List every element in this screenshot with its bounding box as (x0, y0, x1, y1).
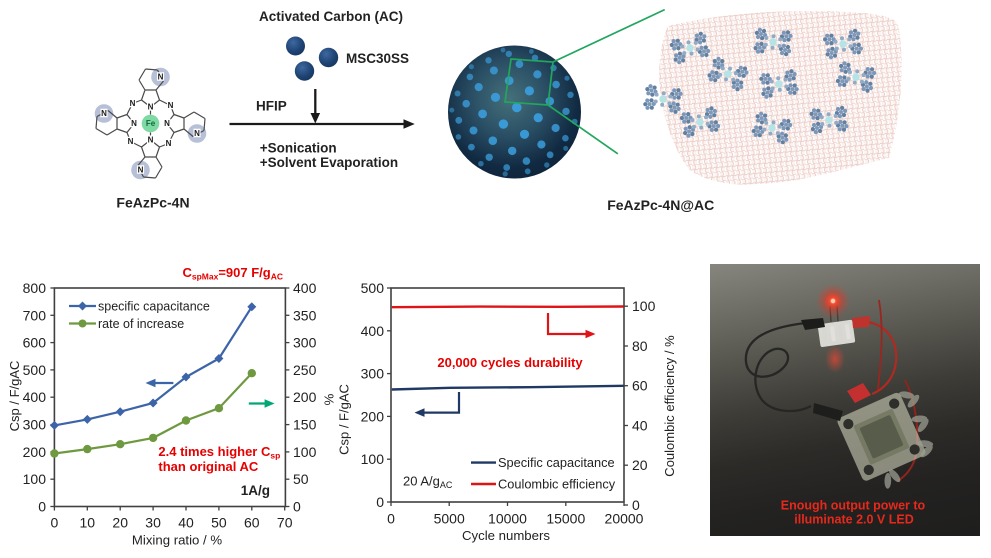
svg-text:Activated Carbon (AC): Activated Carbon (AC) (259, 9, 403, 24)
svg-text:0: 0 (387, 511, 395, 527)
svg-text:0: 0 (51, 515, 59, 531)
svg-text:+Sonication: +Sonication (260, 141, 337, 156)
svg-text:rate of increase: rate of increase (98, 317, 184, 331)
svg-text:FeAzPc-4N: FeAzPc-4N (116, 195, 189, 211)
svg-text:N: N (158, 73, 164, 82)
svg-text:Csp / F/gAC: Csp / F/gAC (337, 384, 352, 455)
svg-text:Csp / F/gAC: Csp / F/gAC (7, 361, 22, 432)
svg-text:N: N (164, 119, 170, 128)
svg-text:%: % (322, 393, 337, 405)
svg-text:Coulombic efficiency / %: Coulombic efficiency / % (662, 335, 677, 477)
svg-text:70: 70 (277, 515, 293, 531)
svg-text:300: 300 (361, 366, 385, 382)
svg-text:250: 250 (293, 362, 317, 378)
svg-text:MSC30SS: MSC30SS (346, 51, 409, 66)
svg-text:800: 800 (23, 280, 47, 296)
svg-text:200: 200 (293, 389, 317, 405)
svg-text:than original AC: than original AC (158, 459, 259, 474)
svg-text:N: N (166, 139, 172, 148)
svg-text:100: 100 (23, 471, 47, 487)
svg-text:N: N (130, 99, 136, 108)
svg-text:20,000 cycles durability: 20,000 cycles durability (437, 355, 583, 370)
svg-text:500: 500 (361, 280, 385, 296)
svg-text:20000: 20000 (605, 511, 644, 527)
svg-text:80: 80 (632, 338, 648, 354)
svg-text:500: 500 (23, 362, 47, 378)
svg-text:N: N (194, 129, 200, 138)
svg-text:0: 0 (376, 494, 384, 510)
svg-text:N: N (131, 119, 137, 128)
svg-text:50: 50 (293, 471, 309, 487)
svg-text:50: 50 (211, 515, 227, 531)
svg-text:specific capacitance: specific capacitance (98, 300, 210, 314)
svg-text:150: 150 (293, 417, 317, 433)
svg-text:300: 300 (23, 417, 47, 433)
svg-text:30: 30 (145, 515, 161, 531)
svg-text:Coulombic efficiency: Coulombic efficiency (498, 477, 616, 492)
svg-text:60: 60 (244, 515, 260, 531)
svg-text:N: N (148, 103, 154, 112)
svg-text:300: 300 (293, 335, 317, 351)
svg-text:Mixing ratio / %: Mixing ratio / % (132, 533, 222, 548)
svg-text:N: N (148, 136, 154, 145)
svg-text:0: 0 (38, 499, 46, 515)
svg-text:1A/g: 1A/g (241, 483, 270, 498)
svg-text:60: 60 (632, 378, 648, 394)
svg-text:2.4 times higher Csp: 2.4 times higher Csp (158, 444, 280, 461)
svg-text:Specific capacitance: Specific capacitance (498, 455, 615, 470)
svg-text:100: 100 (632, 298, 656, 314)
svg-text:N: N (128, 137, 134, 146)
svg-text:600: 600 (23, 335, 47, 351)
svg-text:10000: 10000 (488, 511, 527, 527)
svg-text:100: 100 (361, 451, 385, 467)
svg-text:700: 700 (23, 307, 47, 323)
svg-text:10: 10 (80, 515, 96, 531)
svg-text:40: 40 (632, 418, 648, 434)
svg-text:20: 20 (632, 457, 648, 473)
svg-text:N: N (168, 101, 174, 110)
svg-text:HFIP: HFIP (256, 99, 287, 114)
svg-text:200: 200 (23, 444, 47, 460)
svg-text:FeAzPc-4N@AC: FeAzPc-4N@AC (607, 197, 714, 213)
svg-text:Fe: Fe (146, 119, 156, 128)
svg-text:N: N (101, 109, 107, 118)
svg-text:Enough output power to: Enough output power to (781, 499, 926, 513)
svg-text:20: 20 (112, 515, 128, 531)
svg-text:20 A/gAC: 20 A/gAC (403, 474, 453, 491)
svg-text:40: 40 (178, 515, 194, 531)
svg-text:350: 350 (293, 307, 317, 323)
svg-text:Cycle numbers: Cycle numbers (462, 528, 550, 543)
svg-text:CspMax=907 F/gAC: CspMax=907 F/gAC (182, 265, 283, 282)
svg-text:N: N (138, 166, 144, 175)
svg-text:0: 0 (632, 497, 640, 513)
svg-text:100: 100 (293, 444, 317, 460)
svg-text:5000: 5000 (434, 511, 465, 527)
svg-text:400: 400 (293, 280, 317, 296)
svg-text:200: 200 (361, 408, 385, 424)
svg-text:400: 400 (23, 389, 47, 405)
svg-text:+Solvent Evaporation: +Solvent Evaporation (260, 155, 398, 170)
svg-text:15000: 15000 (546, 511, 585, 527)
svg-text:illuminate 2.0 V LED: illuminate 2.0 V LED (794, 513, 913, 527)
svg-text:400: 400 (361, 323, 385, 339)
svg-text:0: 0 (293, 499, 301, 515)
